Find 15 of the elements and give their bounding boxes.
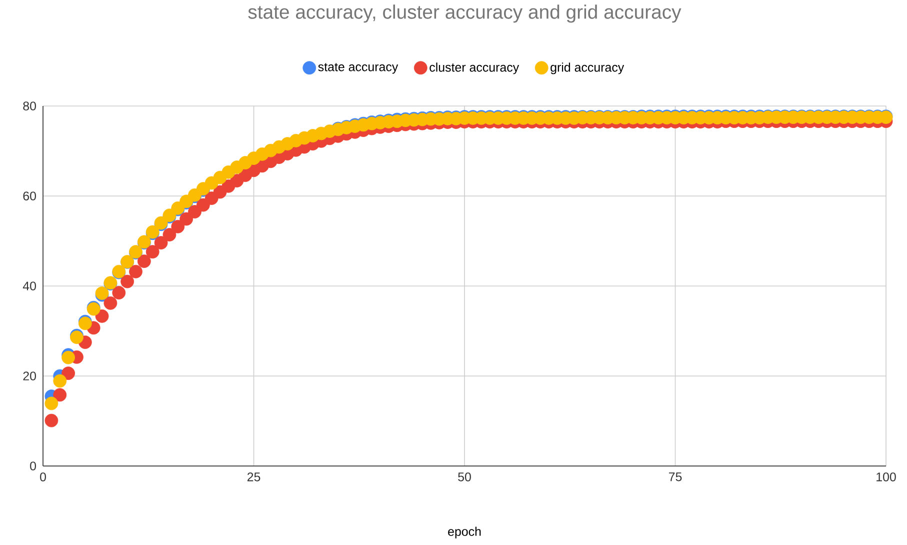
x-tick-label: 100 xyxy=(876,472,896,482)
x-tick-label: 75 xyxy=(668,472,682,482)
legend-label: state accuracy xyxy=(318,63,398,74)
x-axis-title: epoch xyxy=(448,526,481,538)
y-tick-label: 20 xyxy=(23,372,36,380)
x-tick-label: 0 xyxy=(40,472,46,482)
x-tick-label: 50 xyxy=(458,472,471,482)
y-tick-label: 0 xyxy=(30,462,36,470)
legend-label: cluster accuracy xyxy=(430,62,520,74)
y-tick-label: 80 xyxy=(23,102,36,110)
y-tick-label: 40 xyxy=(22,282,36,290)
legend-label: grid accuracy xyxy=(550,62,624,74)
chart-title: state accuracy, cluster accuracy and grid accuracy xyxy=(248,4,682,23)
y-tick-label: 60 xyxy=(23,192,36,200)
x-tick-label: 25 xyxy=(247,472,260,482)
